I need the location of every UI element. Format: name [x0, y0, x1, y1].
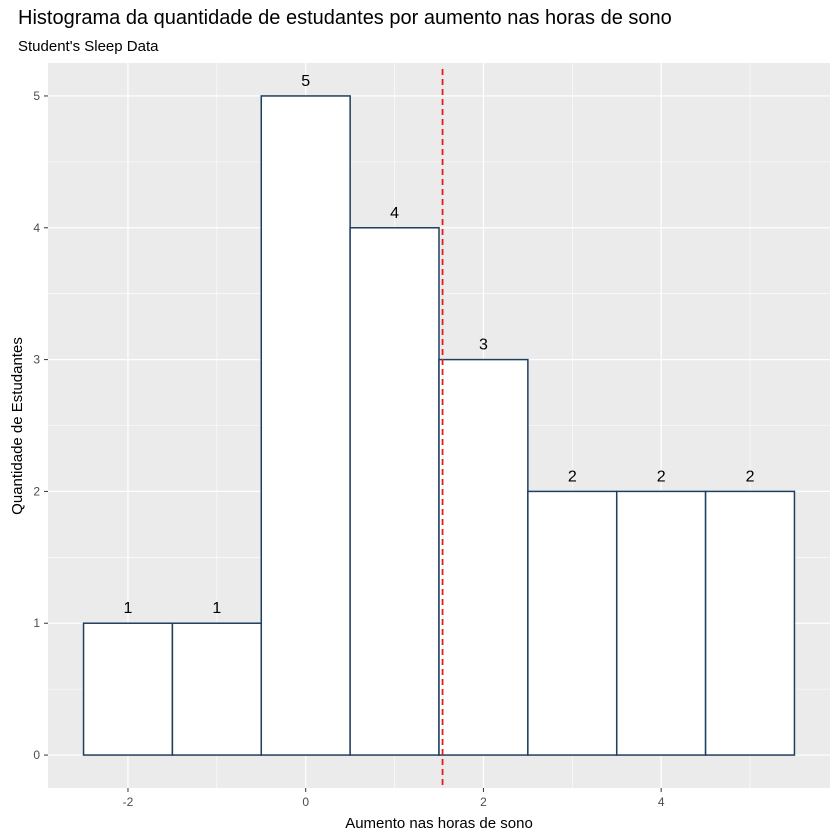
bar-count-label: 4	[390, 205, 399, 222]
y-tick-label: 0	[33, 748, 40, 762]
x-tick-label: 0	[302, 795, 309, 809]
y-tick-label: 2	[33, 484, 40, 498]
x-tick-label: 2	[480, 795, 487, 809]
x-tick-label: -2	[123, 795, 134, 809]
x-axis-title: Aumento nas horas de sono	[345, 815, 533, 832]
bar-count-label: 2	[746, 468, 755, 485]
bar-count-labels: 1 1 5 4 3 2 2 2	[124, 73, 755, 617]
histogram-bar	[527, 490, 618, 756]
bar-count-label: 1	[212, 600, 221, 617]
histogram-bar	[349, 227, 440, 756]
x-axis-ticks: -2 0 2 4	[123, 788, 665, 809]
y-tick-label: 1	[33, 616, 40, 630]
y-axis-ticks: 0 1 2 3 4 5	[33, 89, 48, 762]
bar-count-label: 2	[568, 468, 577, 485]
histogram-bar	[260, 95, 351, 756]
histogram-bar	[704, 490, 796, 756]
x-tick-label: 4	[658, 795, 665, 809]
y-axis-title: Quantidade de Estudantes	[9, 337, 26, 515]
bar-count-label: 1	[124, 600, 133, 617]
y-tick-label: 3	[33, 353, 40, 367]
bar-count-label: 5	[301, 73, 310, 90]
chart-title: Histograma da quantidade de estudantes p…	[18, 7, 672, 29]
histogram-bar	[171, 622, 263, 756]
y-tick-label: 4	[33, 221, 40, 235]
y-tick-label: 5	[33, 89, 40, 103]
histogram-bar	[615, 490, 707, 756]
histogram-bars	[82, 95, 796, 756]
bar-count-label: 2	[657, 468, 666, 485]
bar-count-label: 3	[479, 337, 488, 354]
histogram-bar	[438, 358, 529, 756]
histogram-bar	[82, 622, 174, 756]
chart-subtitle: Student's Sleep Data	[18, 38, 159, 55]
